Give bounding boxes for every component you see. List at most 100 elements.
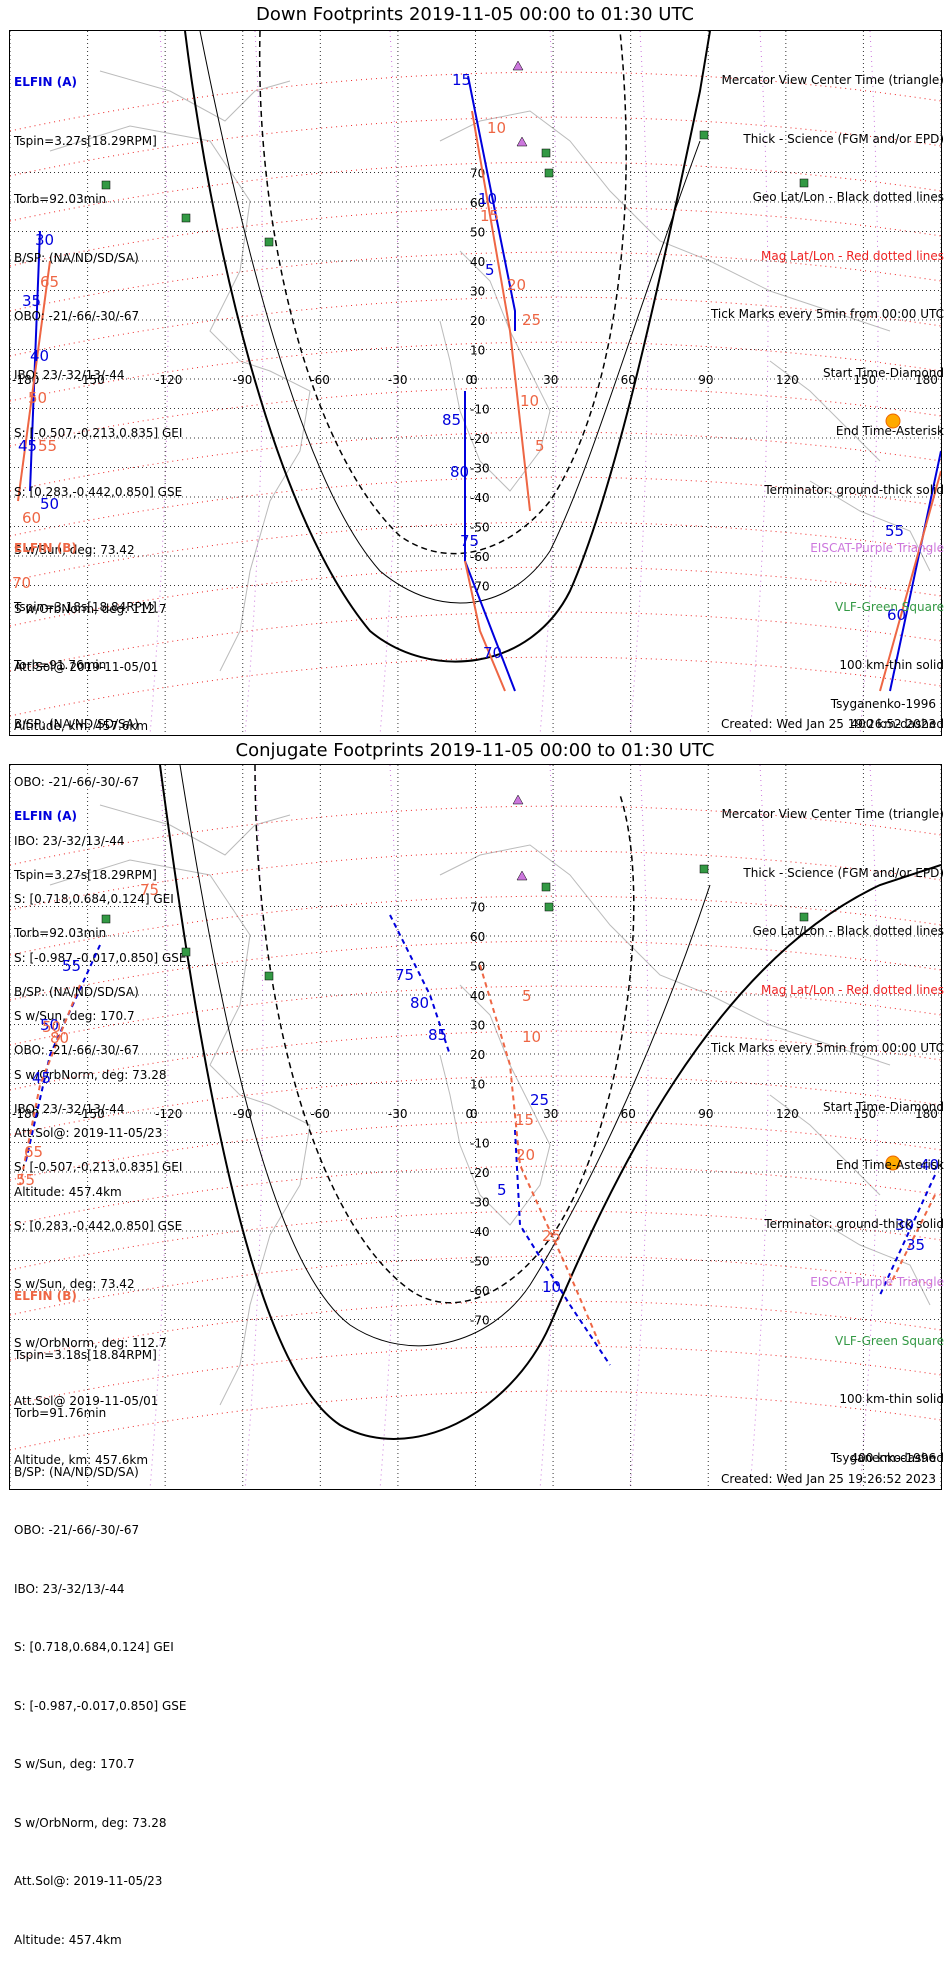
legend-item: Mag Lat/Lon - Red dotted lines [760,248,944,263]
legend-item: VLF-Green Square [835,1333,944,1348]
lat-tick-label: -70 [470,580,490,594]
lat-tick-label: 20 [470,1048,485,1062]
lon-tick-label: 150 [853,1107,876,1121]
mag-lat-line [10,251,941,312]
mag-lat-line [10,985,941,1046]
mag-lon-line [749,31,769,735]
mag-lon-line [859,31,879,735]
elfin-b-line: Att.Sol@: 2019-11-05/23 [14,1126,163,1140]
elfin-a-line: Torb=92.03min [14,192,107,206]
elfin-a-line: S w/Sun, deg: 73.42 [14,543,135,557]
elfin-a-time-label: 10 [542,1278,561,1296]
mag-lat-line [10,476,941,537]
mag-lat-line [10,1300,941,1361]
elfin-a-line: S: [-0.507,-0.213,0.835] GEI [14,1160,183,1174]
mag-lat-line [10,611,941,672]
elfin-a-time-label: 30 [895,1216,914,1234]
legend-item: Mercator View Center Time (triangle) [721,807,944,821]
elfin-a-time-label: 30 [35,231,54,249]
legend-item: Thick - Science (FGM and/or EPD) [743,131,944,146]
lat-tick-label: 50 [470,960,485,974]
elfin-a-line: Att.Sol@ 2019-11-05/01 [14,660,159,674]
elfin-b-line: S: [0.718,0.684,0.124] GEI [14,1640,174,1654]
elfin-a-line: Altitude, km: 457.6km [14,718,149,733]
elfin-a-track [467,75,516,331]
mag-lat-line [10,71,941,132]
elfin-b-line: Altitude: 457.4km [14,1932,122,1947]
elfin-a-track [514,1129,611,1366]
elfin-b-time-label: 10 [522,1028,541,1046]
elfin-b-line: S w/Sun, deg: 170.7 [14,1757,135,1771]
mag-lon-line [244,765,264,1489]
elfin-a-time-label: 60 [887,606,906,624]
elfin-a-line: B/SP: (NA/ND/SD/SA) [14,984,139,999]
mag-lat-line [10,116,941,177]
elfin-b-line: B/SP: (NA/ND/SD/SA) [14,716,139,731]
elfin-b-time-label: 50 [28,389,47,407]
mag-lat-line [10,1255,941,1316]
mag-lat-line [10,656,941,717]
lat-tick-label: -20 [470,432,490,446]
elfin-a-time-label: 80 [450,463,469,481]
terminator-ground [159,765,941,1440]
lat-tick-label: 0 [470,373,478,387]
vlf-square [799,178,809,188]
coastline [769,1094,881,1196]
mag-lat-line [10,341,941,402]
mag-lat-line [10,206,941,267]
legend-item: Terminator: ground-thick solid [764,482,944,497]
vlf-square [181,947,191,957]
mag-lon-line [379,765,399,1489]
elfin-a-line: OBO: -21/-66/-30/-67 [14,309,140,323]
coastline [439,110,891,332]
elfin-b-time-label: 55 [16,1171,35,1189]
elfin-a-time-label: 75 [460,532,479,550]
elfin-a-time-label: 45 [32,1069,51,1087]
legend-item: End Time-Asterisk [835,424,944,438]
elfin-b-info: ELFIN (B) Tspin=3.18s[18.84RPM] Torb=91.… [14,1248,187,1970]
elfin-a-line: S w/Sun, deg: 73.42 [14,1277,135,1291]
mag-lat-line [10,850,941,911]
mag-lon-line [149,31,169,735]
elfin-b-track [17,260,51,502]
lon-tick-label: -90 [233,1107,253,1121]
elfin-b-line: OBO: -21/-66/-30/-67 [14,1523,140,1537]
elfin-b-time-label: 10 [487,119,506,137]
elfin-a-line: S w/OrbNorm, deg: 112.7 [14,1335,167,1350]
elfin-b-info: ELFIN (B) Tspin=3.18s[18.84RPM] Torb=91.… [14,500,187,1222]
elfin-a-line: S: [-0.507,-0.213,0.835] GEI [14,426,183,440]
lat-tick-label: -70 [470,1314,490,1328]
coastline [439,984,551,1226]
elfin-b-time-label: 70 [12,574,31,592]
elfin-a-time-label: 5 [497,1181,507,1199]
created-label: Created: Wed Jan 25 19:26:52 2023 [721,717,936,731]
elfin-a-line: Att.Sol@ 2019-11-05/01 [14,1394,159,1408]
coastline [99,804,291,856]
lon-tick-label: 150 [853,373,876,387]
lon-tick-label: 120 [776,373,799,387]
lat-tick-label: -40 [470,1225,490,1239]
lat-tick-label: 30 [470,1019,485,1033]
elfin-b-line: OBO: -21/-66/-30/-67 [14,775,140,789]
lon-tick-label: 180 [915,1107,938,1121]
legend-item: 100 km-thin solid [839,658,944,672]
elfin-b-time-label: 75 [140,881,159,899]
elfin-a-line: Torb=92.03min [14,926,107,940]
elfin-b-track [19,984,81,1186]
vlf-square [799,912,809,922]
vlf-square [699,130,709,140]
elfin-a-line: Tspin=3.27s[18.29RPM] [14,867,157,882]
elfin-a-track [29,230,41,492]
vlf-square [541,882,551,892]
map-legend: Mercator View Center Time (triangle) Thi… [711,32,944,754]
elfin-a-info: ELFIN (A) Tspin=3.27s[18.29RPM] Torb=92.… [14,34,182,756]
elfin-a-name: ELFIN (A) [14,75,77,89]
elfin-b-time-label: 20 [516,1146,535,1164]
legend-item: 100 km-thin solid [839,1392,944,1406]
lat-tick-label: 50 [470,226,485,240]
elfin-b-time-label: 5 [522,987,532,1005]
elfin-a-track [889,450,941,692]
vlf-square [264,237,274,247]
elfin-b-line: S: [0.718,0.684,0.124] GEI [14,892,174,906]
elfin-b-line: S: [-0.987,-0.017,0.850] GSE [14,1698,187,1713]
